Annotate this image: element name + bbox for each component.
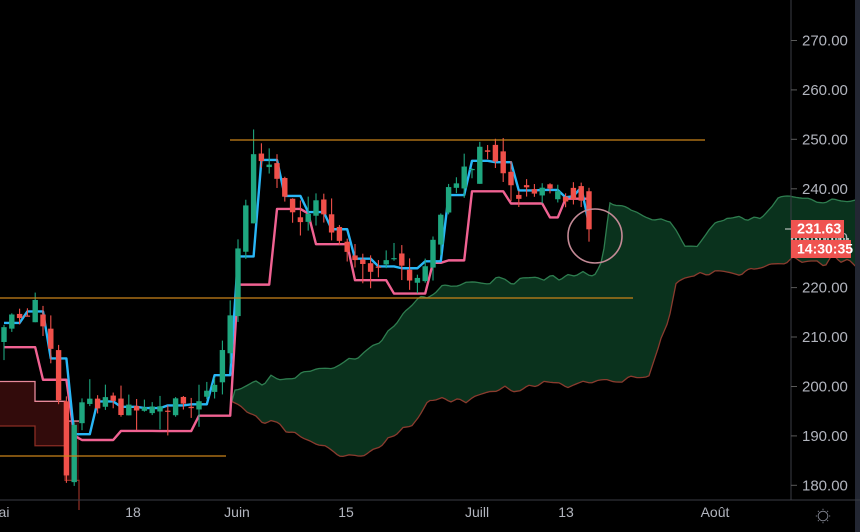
- svg-text:180.00: 180.00: [802, 477, 848, 494]
- svg-text:250.00: 250.00: [802, 131, 848, 148]
- svg-text:Août: Août: [701, 504, 730, 520]
- svg-text:220.00: 220.00: [802, 280, 848, 297]
- svg-text:190.00: 190.00: [802, 428, 848, 445]
- svg-text:14:30:35: 14:30:35: [797, 241, 853, 257]
- svg-text:270.00: 270.00: [802, 33, 848, 50]
- svg-text:18: 18: [125, 504, 141, 520]
- svg-text:ai: ai: [0, 504, 9, 520]
- svg-text:210.00: 210.00: [802, 329, 848, 346]
- svg-text:Juill: Juill: [465, 504, 489, 520]
- svg-text:200.00: 200.00: [802, 379, 848, 396]
- svg-text:240.00: 240.00: [802, 181, 848, 198]
- svg-text:13: 13: [558, 504, 574, 520]
- svg-text:260.00: 260.00: [802, 82, 848, 99]
- svg-text:231.63: 231.63: [797, 222, 841, 238]
- svg-text:Juin: Juin: [224, 504, 250, 520]
- svg-text:15: 15: [338, 504, 354, 520]
